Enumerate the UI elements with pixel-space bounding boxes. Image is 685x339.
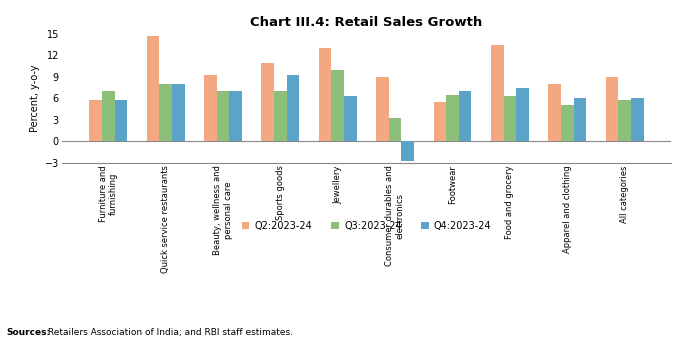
Y-axis label: Percent, y-o-y: Percent, y-o-y — [30, 64, 40, 132]
Bar — [561, 105, 573, 141]
Bar — [549, 84, 561, 141]
Bar — [229, 91, 242, 141]
Legend: Q2:2023-24, Q3:2023-24, Q4:2023-24: Q2:2023-24, Q3:2023-24, Q4:2023-24 — [238, 217, 495, 235]
Bar — [287, 75, 299, 141]
Bar — [459, 91, 471, 141]
Bar — [516, 87, 529, 141]
Text: Retailers Association of India; and RBI staff estimates.: Retailers Association of India; and RBI … — [45, 328, 292, 337]
Bar — [606, 77, 619, 141]
Bar — [401, 141, 414, 161]
Text: Sources:: Sources: — [7, 328, 51, 337]
Bar — [446, 95, 459, 141]
Bar — [204, 75, 216, 141]
Bar — [619, 100, 631, 141]
Bar — [160, 84, 172, 141]
Bar — [503, 96, 516, 141]
Bar — [262, 62, 274, 141]
Bar — [434, 102, 446, 141]
Bar — [147, 36, 160, 141]
Bar — [631, 98, 644, 141]
Bar — [376, 77, 389, 141]
Bar — [389, 118, 401, 141]
Bar — [274, 91, 287, 141]
Bar — [114, 100, 127, 141]
Bar — [491, 45, 503, 141]
Bar — [344, 96, 357, 141]
Bar — [172, 84, 184, 141]
Bar — [89, 100, 102, 141]
Bar — [102, 91, 114, 141]
Bar — [332, 70, 344, 141]
Title: Chart III.4: Retail Sales Growth: Chart III.4: Retail Sales Growth — [250, 16, 483, 28]
Bar — [216, 91, 229, 141]
Bar — [573, 98, 586, 141]
Bar — [319, 48, 332, 141]
